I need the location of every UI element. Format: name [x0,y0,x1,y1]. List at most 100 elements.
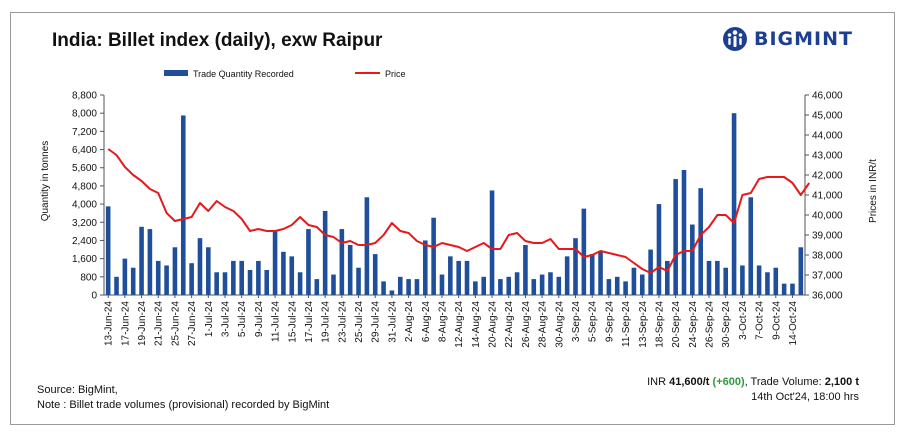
legend: Trade Quantity Recorded Price [164,69,406,79]
quantity-bar [339,229,345,295]
y-right-tick-label: 38,000 [812,251,843,262]
y-left-tick-label: 7,200 [72,127,97,138]
quantity-bar [231,260,236,295]
quantity-bar [690,224,695,295]
quantity-bar [322,210,328,295]
y-axis-left-label: Quantity in tonnes [40,141,51,222]
price-line [107,148,811,274]
quantity-bar [347,245,353,295]
quantity-bar [122,258,128,295]
brand-name: BIGMINT [754,28,853,50]
quantity-bar [414,279,420,295]
quantity-bar [473,281,478,295]
x-tick-label: 11-Jul-24 [271,301,282,342]
quantity-bar [539,274,545,295]
quantity-bar [448,256,453,295]
y-left-tick-label: 4,800 [72,181,97,192]
quantity-bar [798,247,804,295]
x-tick-label: 8-Aug-24 [438,301,449,343]
quantity-bar [498,279,503,295]
x-tick-label: 25-Jul-24 [354,301,365,343]
quantity-bar [197,238,203,295]
volume-value: 2,100 t [824,376,859,388]
x-tick-label: 19-Jun-24 [137,301,148,346]
quantity-bar [397,276,403,295]
quantity-bar [589,254,595,295]
x-tick-label: 20-Sep-24 [671,301,682,348]
quantity-bar [180,115,186,295]
quantity-bar [331,274,336,295]
quantity-bar [239,260,244,295]
quantity-bar [281,251,286,295]
x-tick-label: 27-Jun-24 [187,301,198,346]
y-right-tick-label: 40,000 [812,211,843,222]
y-left-tick-label: 800 [80,272,97,283]
x-tick-label: 17-Jul-24 [304,301,315,343]
x-tick-label: 23-Jul-24 [337,301,348,343]
quantity-bar [564,256,570,295]
quantity-bar [206,247,211,295]
x-tick-label: 1-Jul-24 [204,301,215,338]
volume-label: , Trade Volume: [744,376,825,388]
quantity-bar [264,270,270,295]
price-change: (+600) [712,376,745,388]
y-left-tick-label: 3,200 [72,218,97,229]
chart-title: India: Billet index (daily), exw Raipur [52,30,383,51]
quantity-bar [656,204,662,295]
x-tick-label: 9-Sep-24 [604,301,615,343]
quantity-bar [489,190,495,295]
quantity-bar [272,231,278,295]
x-tick-label: 30-Sep-24 [721,301,732,348]
quantity-bar [172,247,178,295]
quantity-bar [614,276,620,295]
quantity-bar [748,197,754,295]
x-tick-label: 28-Aug-24 [538,301,549,348]
quantity-bar [381,281,386,295]
quantity-bar [723,267,729,295]
y-left-tick-label: 0 [91,291,97,302]
quantity-bar [756,265,762,295]
quantity-bar [531,279,537,295]
quantity-bar [147,229,153,295]
quantity-bar [189,263,194,295]
quantity-bar [372,254,378,295]
quantity-bar [481,276,487,295]
quantity-bar [130,267,136,295]
quantity-bar [289,256,295,295]
price-value: 41,600/t [669,376,710,388]
quantity-bar [406,279,411,295]
quantity-bar [439,274,445,295]
quantity-bar [639,274,645,295]
brand-logo: BIGMINT [722,26,853,52]
x-tick-label: 6-Aug-24 [421,301,432,343]
footer-notes: Source: BigMint, Note : Billet trade vol… [37,383,329,413]
quantity-bar [715,260,720,295]
x-tick-label: 18-Sep-24 [655,301,666,348]
quantity-bar [781,283,787,295]
quantity-bar [673,179,678,295]
quantity-bar [740,265,745,295]
x-tick-label: 29-Jul-24 [371,301,382,343]
y-right-tick-label: 43,000 [812,151,843,162]
quantity-bar [214,272,219,295]
x-tick-label: 26-Aug-24 [521,301,532,348]
x-tick-label: 22-Aug-24 [504,301,515,348]
y-left-tick-label: 2,400 [72,236,97,247]
note-text: Note : Billet trade volumes (provisional… [37,399,330,411]
y-right-tick-label: 36,000 [812,291,843,302]
x-tick-label: 20-Aug-24 [488,301,499,348]
quantity-bar [164,265,169,295]
quantity-bar [114,276,119,295]
quantity-bar [356,267,361,295]
quantity-bar [598,251,603,295]
x-tick-label: 3-Jul-24 [221,301,232,338]
y-right-tick-label: 41,000 [812,191,843,202]
x-tick-label: 2-Aug-24 [404,301,415,343]
x-tick-label: 5-Sep-24 [588,301,599,343]
y-right-tick-label: 39,000 [812,231,843,242]
y-right-tick-label: 46,000 [812,91,843,102]
y-left-tick-label: 4,000 [72,200,97,211]
quantity-bar [314,279,320,295]
quantity-bar [464,260,470,295]
quantity-bar [523,245,528,295]
